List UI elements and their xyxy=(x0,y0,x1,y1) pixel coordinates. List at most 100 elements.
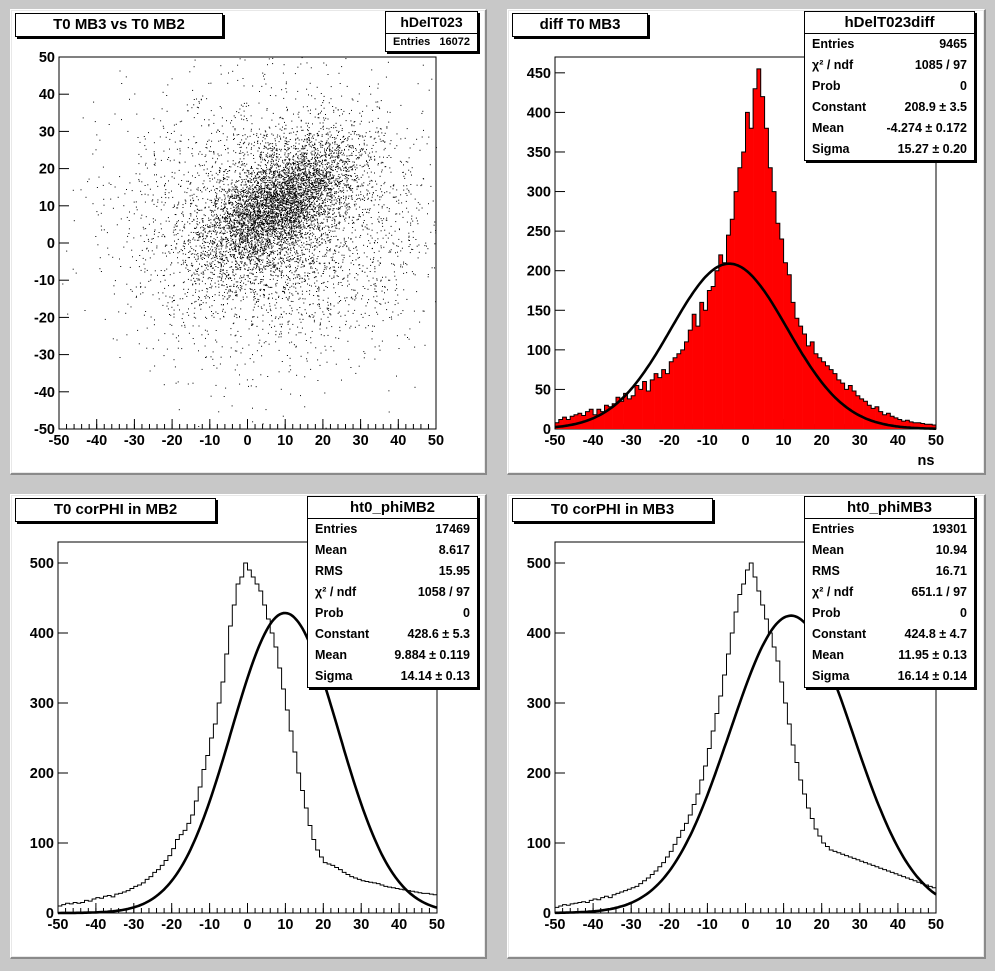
scatter-point xyxy=(274,234,276,235)
scatter-point xyxy=(296,234,298,236)
scatter-point xyxy=(293,212,295,213)
scatter-point xyxy=(348,304,350,306)
scatter-point xyxy=(334,212,335,214)
scatter-point xyxy=(270,197,272,199)
scatter-point xyxy=(253,179,254,181)
scatter-point xyxy=(301,205,303,207)
scatter-point xyxy=(326,219,328,221)
scatter-point xyxy=(244,211,246,213)
scatter-point xyxy=(274,231,276,233)
scatter-point xyxy=(352,147,354,149)
scatter-point xyxy=(255,250,256,252)
scatter-point xyxy=(275,179,276,181)
scatter-point xyxy=(343,140,345,142)
scatter-point xyxy=(324,205,326,207)
scatter-point xyxy=(233,246,235,248)
scatter-point xyxy=(225,191,227,193)
scatter-point xyxy=(294,225,296,227)
scatter-point xyxy=(284,152,286,154)
scatter-point xyxy=(318,183,320,185)
scatter-point xyxy=(297,161,299,163)
scatter-point xyxy=(251,237,253,239)
scatter-point xyxy=(328,195,330,197)
scatter-point xyxy=(204,215,206,217)
scatter-point xyxy=(266,258,268,259)
scatter-point xyxy=(293,155,294,157)
scatter-point xyxy=(311,187,312,188)
scatter-point xyxy=(227,171,229,172)
scatter-point xyxy=(232,269,234,270)
scatter-point xyxy=(268,244,270,246)
scatter-point xyxy=(286,215,288,217)
scatter-point xyxy=(245,189,247,191)
scatter-point xyxy=(313,182,315,184)
scatter-point xyxy=(325,197,327,199)
scatter-point xyxy=(251,172,253,174)
scatter-point xyxy=(266,284,268,286)
scatter-point xyxy=(265,208,267,210)
scatter-point xyxy=(322,183,324,185)
scatter-point xyxy=(232,243,234,245)
scatter-point xyxy=(268,233,270,235)
scatter-point xyxy=(280,190,282,192)
scatter-point xyxy=(347,340,349,342)
scatter-point xyxy=(199,305,201,307)
scatter-point xyxy=(291,169,293,171)
scatter-point xyxy=(277,164,279,166)
scatter-point xyxy=(309,227,311,229)
scatter-point xyxy=(287,192,289,194)
scatter-point xyxy=(217,218,219,220)
scatter-point xyxy=(286,189,288,190)
scatter-point xyxy=(320,179,321,181)
scatter-point xyxy=(256,250,258,252)
scatter-point xyxy=(215,255,217,257)
scatter-point xyxy=(188,180,189,182)
scatter-point xyxy=(246,175,248,177)
scatter-point xyxy=(205,251,206,252)
scatter-point xyxy=(274,243,276,244)
scatter-point xyxy=(323,199,325,201)
scatter-point xyxy=(114,113,116,115)
scatter-point xyxy=(267,152,269,154)
scatter-point xyxy=(254,241,256,243)
scatter-point xyxy=(246,231,248,233)
scatter-point xyxy=(299,229,301,231)
scatter-point xyxy=(300,199,302,201)
scatter-point xyxy=(294,221,296,223)
scatter-point xyxy=(321,197,323,199)
scatter-point xyxy=(251,251,253,253)
scatter-point xyxy=(208,231,210,232)
scatter-point xyxy=(267,230,269,232)
scatter-point xyxy=(255,223,256,225)
scatter-point xyxy=(339,199,340,201)
scatter-point xyxy=(275,145,277,147)
scatter-point xyxy=(238,232,240,234)
scatter-point xyxy=(258,205,260,207)
scatter-point xyxy=(343,203,345,205)
scatter-point xyxy=(272,143,274,145)
scatter-point xyxy=(276,196,278,198)
scatter-point xyxy=(299,153,301,155)
scatter-point xyxy=(237,225,239,227)
scatter-point xyxy=(173,284,175,286)
scatter-point xyxy=(245,227,247,229)
scatter-point xyxy=(288,224,289,226)
scatter-point xyxy=(225,275,227,277)
scatter-point xyxy=(146,248,148,250)
scatter-point xyxy=(241,249,243,251)
scatter-point xyxy=(241,251,243,252)
scatter-point xyxy=(332,213,334,215)
scatter-point xyxy=(285,184,287,186)
scatter-point xyxy=(200,257,202,259)
scatter-point xyxy=(301,169,303,170)
scatter-point xyxy=(223,273,225,275)
scatter-point xyxy=(258,177,260,179)
scatter-point xyxy=(281,222,283,224)
scatter-point xyxy=(260,236,262,238)
scatter-point xyxy=(304,184,306,186)
scatter-point xyxy=(284,215,286,217)
scatter-point xyxy=(243,206,245,208)
scatter-point xyxy=(273,226,275,228)
scatter-point xyxy=(205,161,207,163)
scatter-point xyxy=(220,244,222,246)
